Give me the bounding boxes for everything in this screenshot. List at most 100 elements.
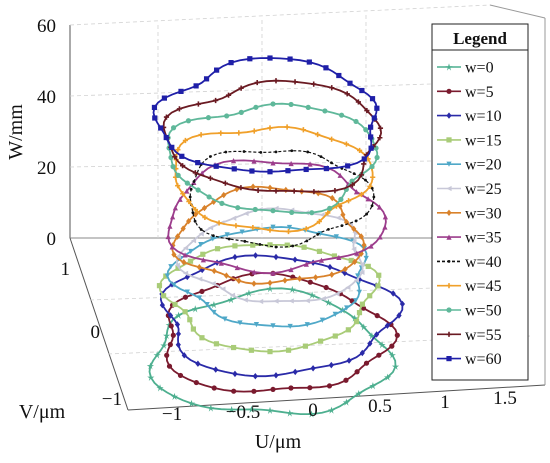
data-point <box>216 220 222 226</box>
data-point <box>210 236 216 242</box>
data-point <box>232 243 238 249</box>
data-point <box>358 191 365 198</box>
data-point <box>310 365 316 372</box>
data-point <box>198 132 204 138</box>
data-point <box>377 234 383 240</box>
data-point <box>273 205 279 211</box>
legend-label: w=25 <box>465 181 502 198</box>
data-point <box>170 125 177 131</box>
data-point <box>267 348 273 355</box>
data-point <box>284 242 290 248</box>
data-point <box>218 260 224 266</box>
data-point <box>175 330 182 338</box>
data-point <box>308 291 316 299</box>
data-point <box>182 252 188 258</box>
data-point <box>193 211 199 218</box>
data-point <box>205 115 212 121</box>
data-point <box>186 198 192 205</box>
data-point <box>218 130 224 136</box>
data-point <box>304 322 310 328</box>
data-point <box>184 289 190 295</box>
data-point <box>192 207 199 213</box>
data-point <box>257 298 264 305</box>
data-point <box>160 341 168 349</box>
data-point <box>196 295 203 301</box>
data-point <box>182 294 189 300</box>
data-point <box>173 166 179 172</box>
data-point <box>376 352 382 358</box>
data-point <box>325 210 331 216</box>
data-point <box>365 196 371 202</box>
data-point <box>198 231 204 237</box>
data-point <box>233 223 239 229</box>
data-point <box>330 161 333 165</box>
data-point <box>211 267 217 275</box>
data-point <box>282 277 288 284</box>
data-point <box>199 335 205 341</box>
data-point <box>184 188 190 194</box>
data-point <box>332 188 338 194</box>
data-point <box>231 166 237 172</box>
series-w50 <box>165 101 380 216</box>
data-point <box>174 311 183 319</box>
series-w15 <box>156 242 382 355</box>
data-point <box>251 388 257 394</box>
legend-item: w=55 <box>437 327 502 344</box>
data-point <box>166 363 173 369</box>
data-point <box>175 341 181 348</box>
data-point <box>290 149 294 153</box>
data-point <box>158 125 164 131</box>
data-point <box>355 273 361 279</box>
data-point <box>288 285 296 294</box>
data-point <box>359 261 365 267</box>
data-point <box>353 189 360 195</box>
data-point <box>360 323 368 331</box>
data-point <box>236 130 242 136</box>
data-point <box>307 279 313 285</box>
data-point <box>344 305 350 311</box>
data-point <box>288 298 294 304</box>
grid-z40 <box>69 81 491 97</box>
data-point <box>247 405 256 414</box>
data-point <box>333 234 339 240</box>
data-point <box>232 253 238 261</box>
data-point <box>202 214 208 221</box>
data-point <box>181 259 187 266</box>
data-point <box>284 124 290 130</box>
data-point <box>355 281 361 287</box>
data-point <box>337 172 343 178</box>
grid-z60 <box>69 4 491 26</box>
data-point <box>214 67 220 73</box>
data-point <box>307 161 313 167</box>
data-point <box>345 284 351 291</box>
data-point <box>242 150 246 153</box>
data-point <box>253 104 259 110</box>
data-point <box>167 342 173 348</box>
u-tick-label: −0.5 <box>226 402 260 423</box>
z-axis-label: W/mm <box>5 104 27 160</box>
data-point <box>359 87 365 94</box>
data-point <box>161 124 167 131</box>
data-point <box>190 238 197 244</box>
data-point <box>288 160 294 167</box>
data-point <box>222 316 228 322</box>
data-point <box>250 224 256 231</box>
data-point <box>156 283 163 289</box>
data-point <box>352 172 356 176</box>
data-point <box>364 107 370 114</box>
data-point <box>317 231 323 237</box>
data-point <box>291 188 297 194</box>
data-point <box>213 163 219 169</box>
data-point <box>335 215 341 221</box>
data-point <box>374 313 380 319</box>
data-point <box>343 141 350 147</box>
data-point <box>355 389 363 398</box>
legend-title: Legend <box>453 29 507 48</box>
data-point <box>230 344 237 351</box>
data-point <box>329 85 335 91</box>
data-point <box>368 332 376 340</box>
data-point <box>288 266 294 273</box>
data-point <box>377 135 383 141</box>
data-point <box>302 343 309 349</box>
data-point <box>208 155 212 158</box>
